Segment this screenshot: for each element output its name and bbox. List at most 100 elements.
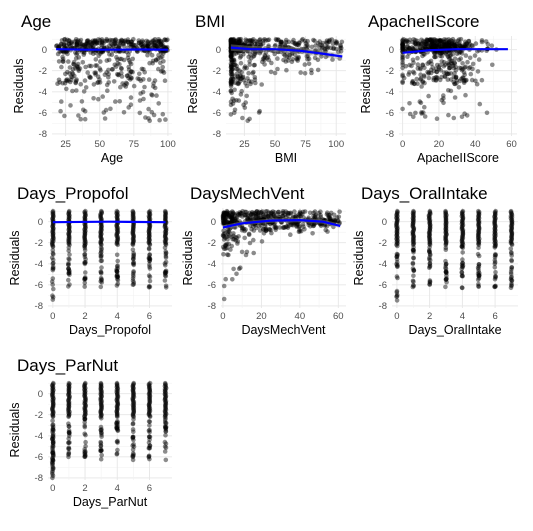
data-point <box>78 43 84 48</box>
data-point <box>249 79 254 84</box>
data-point <box>138 78 144 84</box>
data-point <box>69 70 75 75</box>
y-tick-label: -6 <box>35 452 43 463</box>
data-point <box>230 41 236 46</box>
data-point <box>162 37 168 42</box>
data-point <box>257 37 263 42</box>
data-point <box>158 38 164 44</box>
data-point <box>421 110 426 115</box>
data-point <box>114 451 120 456</box>
data-point <box>230 62 236 68</box>
data-point <box>233 39 239 45</box>
data-point <box>121 57 127 63</box>
data-point <box>59 99 64 104</box>
data-point <box>228 81 234 87</box>
data-point <box>106 80 111 85</box>
data-point <box>257 108 263 114</box>
data-point <box>310 231 315 236</box>
data-point <box>106 67 111 73</box>
data-point <box>98 284 104 290</box>
data-point <box>160 41 165 46</box>
data-point <box>463 44 469 50</box>
data-point <box>106 38 111 44</box>
data-point <box>121 43 127 49</box>
data-point <box>96 53 101 59</box>
data-point <box>315 67 321 73</box>
data-point <box>120 81 125 86</box>
data-point <box>152 37 158 42</box>
data-point <box>339 39 345 45</box>
data-point <box>151 84 156 89</box>
data-point <box>437 37 443 43</box>
y-tick-label: 0 <box>42 45 47 56</box>
data-point <box>126 52 131 57</box>
data-point <box>400 43 405 48</box>
data-point <box>266 43 271 48</box>
data-point <box>240 74 246 80</box>
data-point <box>265 37 271 43</box>
data-point <box>245 118 250 123</box>
data-point <box>75 40 80 45</box>
data-point <box>50 243 56 249</box>
data-point <box>450 63 456 68</box>
y-axis-label: Residuals <box>359 59 373 114</box>
data-point <box>229 79 235 84</box>
data-point <box>400 38 405 44</box>
data-point <box>82 116 88 122</box>
data-point <box>416 42 421 47</box>
x-axis-label: DaysMechVent <box>241 323 326 337</box>
data-point <box>411 267 417 273</box>
data-point <box>440 41 445 47</box>
data-point <box>77 44 82 49</box>
data-point <box>221 234 227 239</box>
data-point <box>472 53 478 58</box>
data-point <box>117 42 123 48</box>
data-point <box>289 59 295 65</box>
data-point <box>78 37 84 43</box>
data-point <box>330 41 336 46</box>
data-point <box>50 293 55 299</box>
x-tick-label: 40 <box>470 139 481 150</box>
data-point <box>448 77 454 82</box>
data-point <box>74 42 79 47</box>
data-point <box>430 65 436 70</box>
data-point <box>443 247 449 252</box>
data-point <box>437 50 442 55</box>
data-point <box>229 72 234 78</box>
data-point <box>129 42 135 47</box>
data-point <box>304 53 310 59</box>
points <box>49 380 169 481</box>
data-point <box>142 70 147 75</box>
data-point <box>457 40 462 45</box>
data-point <box>278 41 283 46</box>
data-point <box>237 37 242 42</box>
data-point <box>248 81 253 87</box>
data-point <box>97 38 103 43</box>
y-tick-label: -4 <box>35 259 43 270</box>
data-point <box>99 39 105 45</box>
data-point <box>100 38 105 44</box>
data-point <box>400 43 405 49</box>
data-point <box>456 85 462 90</box>
data-point <box>406 40 412 45</box>
data-point <box>130 242 136 248</box>
data-point <box>264 55 270 61</box>
data-point <box>279 40 285 45</box>
data-point <box>232 107 238 113</box>
data-point <box>99 434 104 439</box>
data-point <box>324 44 329 50</box>
data-point <box>305 57 310 62</box>
data-point <box>83 276 88 282</box>
data-point <box>64 86 69 92</box>
data-point <box>228 38 234 44</box>
data-point <box>145 43 151 49</box>
data-point <box>337 209 342 214</box>
data-point <box>395 243 400 249</box>
y-tick-label: 0 <box>38 389 43 400</box>
data-point <box>400 38 405 43</box>
y-axis-label: Residuals <box>12 59 26 114</box>
data-point <box>228 69 234 74</box>
data-point <box>429 41 435 47</box>
data-point <box>422 104 427 110</box>
data-point <box>477 101 483 107</box>
